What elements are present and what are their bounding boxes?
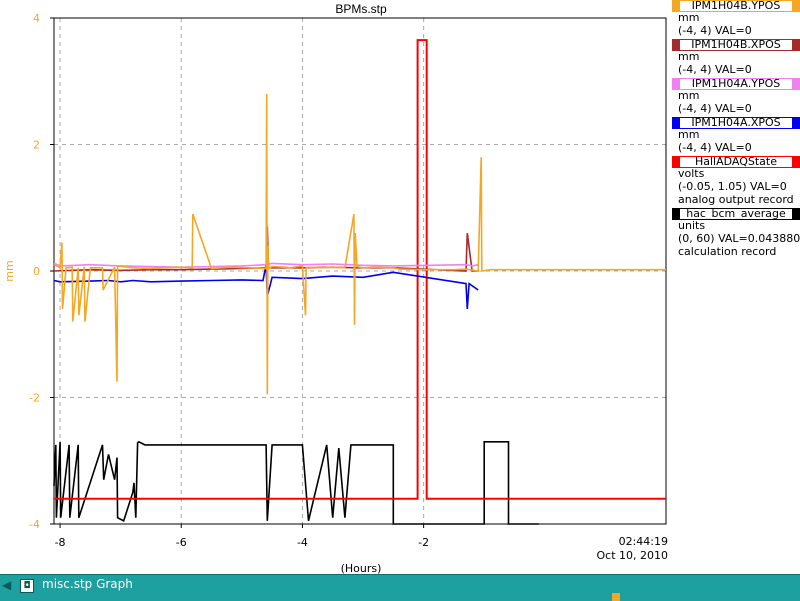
- legend-series-name[interactable]: IPM1H04B.YPOS: [672, 0, 800, 12]
- chart-plot: BPMs.stp -4 -2 0 2 4 -8 -6 -4 -2 mm (Hours) 02:…: [3, 2, 669, 575]
- end-time-label: 02:44:19: [619, 535, 668, 548]
- legend-range: (-0.05, 1.05) VAL=0: [678, 180, 787, 193]
- y-tick-label: 0: [33, 265, 40, 278]
- window-icon[interactable]: ◘: [20, 579, 34, 593]
- legend-extra: analog output record: [678, 193, 794, 206]
- y-tick-label: -4: [29, 518, 40, 531]
- legend-units: units: [678, 219, 706, 232]
- legend-units: mm: [678, 11, 700, 24]
- legend-range: (0, 60) VAL=0.043880: [678, 232, 800, 245]
- y-tick-label: 2: [33, 139, 40, 152]
- legend: IPM1H04B.YPOS mm (-4, 4) VAL=0 IPM1H04B.XPO…: [670, 0, 800, 570]
- x-axis: -8 -6 -4 -2: [55, 524, 429, 549]
- chart-grid: [54, 18, 666, 524]
- legend-series-name[interactable]: HallADAQState: [672, 156, 800, 168]
- end-date-label: Oct 10, 2010: [597, 549, 669, 562]
- x-tick-label: -2: [418, 536, 429, 549]
- series-line-ipm1h04b-ypos: [53, 93, 666, 395]
- chart-title: BPMs.stp: [335, 2, 387, 16]
- legend-units: mm: [678, 128, 700, 141]
- x-tick-label: -8: [55, 536, 66, 549]
- taskbar-window-title[interactable]: misc.stp Graph: [42, 577, 133, 591]
- legend-range: (-4, 4) VAL=0: [678, 24, 752, 37]
- legend-range: (-4, 4) VAL=0: [678, 141, 752, 154]
- series-line-hac-bcm-average: [53, 440, 539, 525]
- legend-units: mm: [678, 89, 700, 102]
- y-tick-label: -2: [29, 392, 40, 405]
- legend-series-name[interactable]: IPM1H04A.YPOS: [672, 78, 800, 90]
- x-tick-label: -6: [176, 536, 187, 549]
- legend-units: volts: [678, 167, 705, 180]
- y-axis: -4 -2 0 2 4: [29, 12, 54, 531]
- legend-series-name[interactable]: hac_bcm_average: [672, 208, 800, 220]
- orange-square-icon: [612, 593, 620, 601]
- legend-range: (-4, 4) VAL=0: [678, 102, 752, 115]
- scroll-left-icon[interactable]: ◀: [2, 578, 12, 592]
- legend-series-name[interactable]: IPM1H04A.XPOS: [672, 117, 800, 129]
- x-tick-label: -4: [297, 536, 308, 549]
- series-line-halladaqstate: [54, 39, 666, 500]
- y-axis-label: mm: [3, 260, 16, 281]
- taskbar[interactable]: ◀ ◘ misc.stp Graph: [0, 574, 800, 601]
- legend-series-name[interactable]: IPM1H04B.XPOS: [672, 39, 800, 51]
- legend-units: mm: [678, 50, 700, 63]
- legend-range: (-4, 4) VAL=0: [678, 63, 752, 76]
- y-tick-label: 4: [33, 12, 40, 25]
- legend-extra: calculation record: [678, 245, 777, 258]
- series-group: [53, 39, 666, 525]
- x-axis-label: (Hours): [341, 562, 382, 575]
